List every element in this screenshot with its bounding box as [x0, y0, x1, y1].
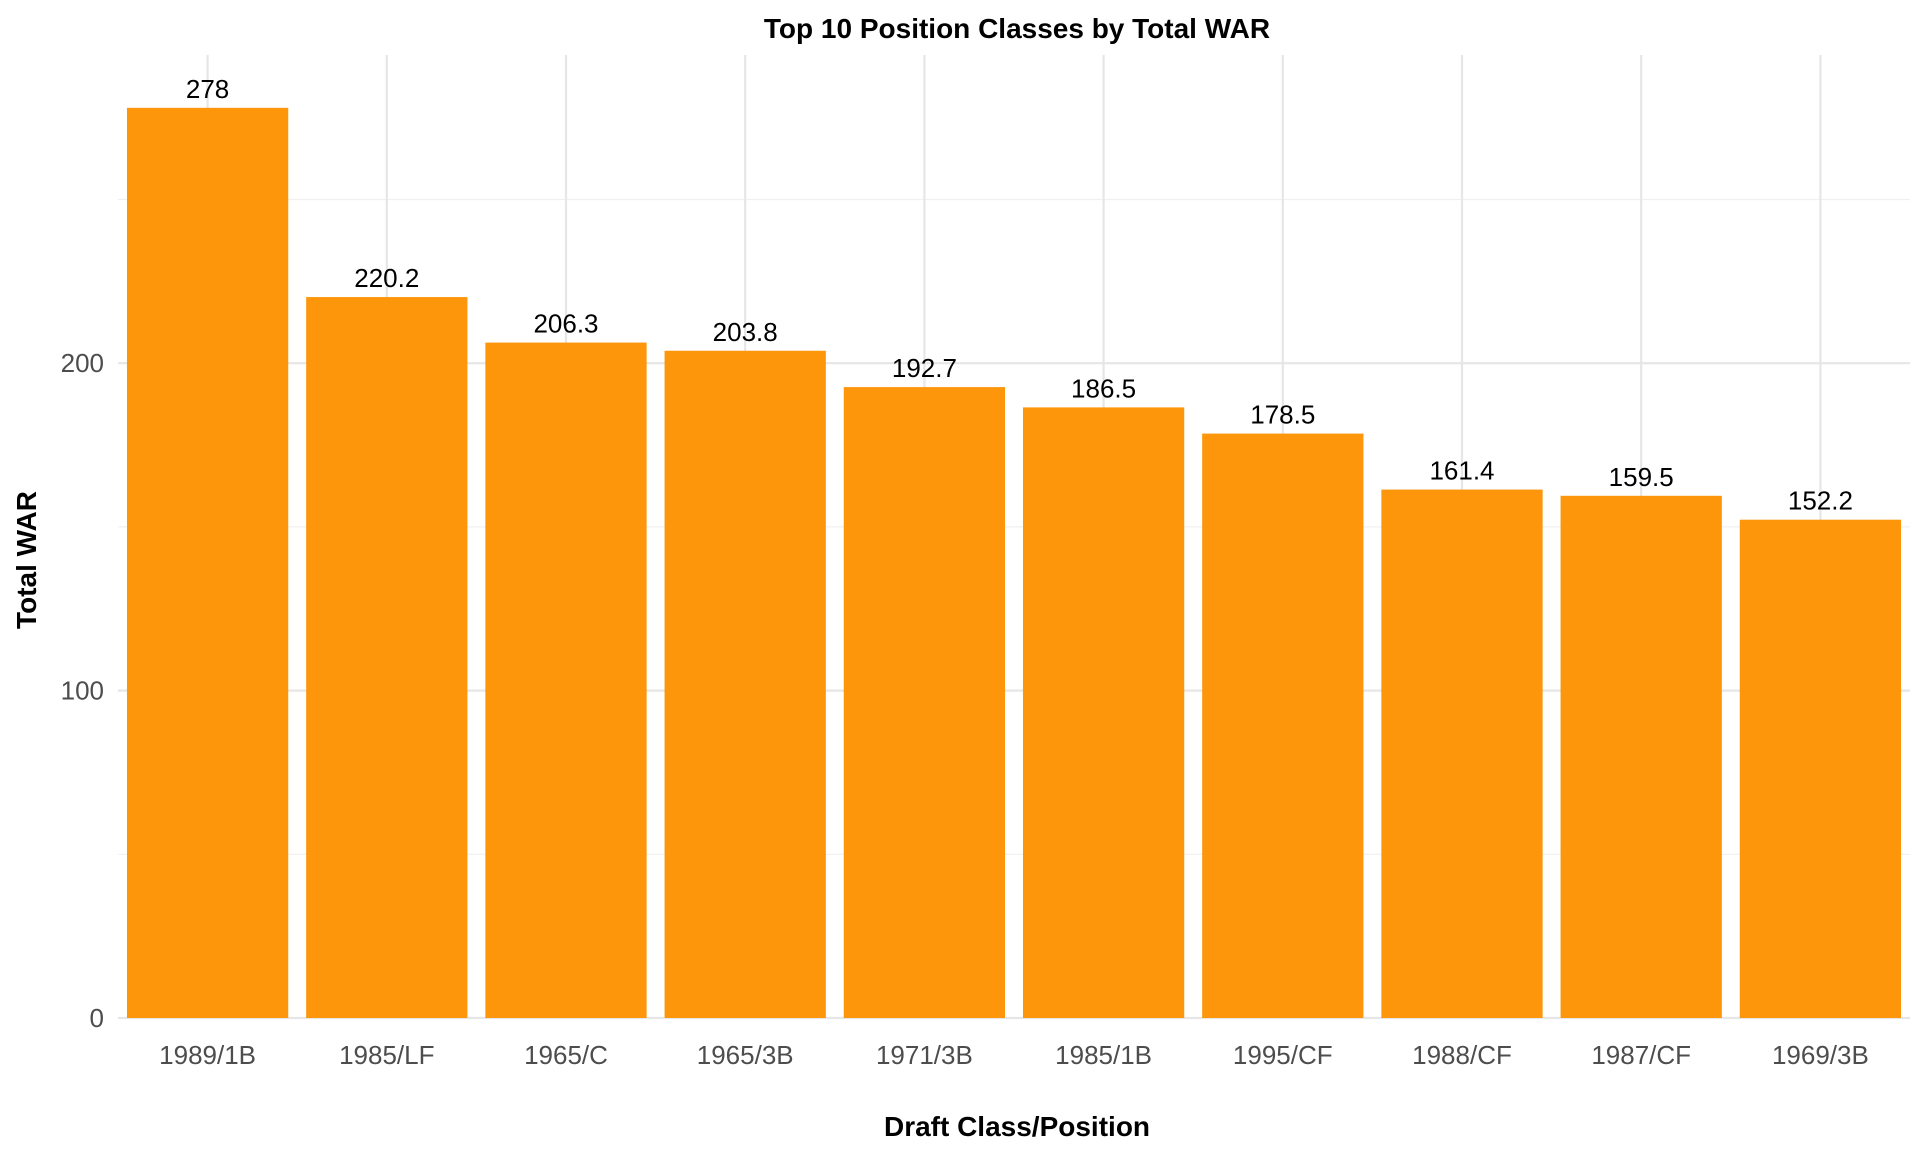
bar [1560, 495, 1722, 1018]
x-tick-label: 1985/1B [1055, 1040, 1152, 1070]
x-tick-label: 1969/3B [1772, 1040, 1869, 1070]
x-tick-label: 1985/LF [339, 1040, 434, 1070]
data-label: 178.5 [1250, 400, 1315, 430]
chart-title: Top 10 Position Classes by Total WAR [764, 13, 1270, 44]
x-tick-label: 1965/C [524, 1040, 608, 1070]
bar [126, 107, 289, 1018]
bar [843, 387, 1006, 1018]
x-tick-label: 1971/3B [876, 1040, 973, 1070]
x-tick-label: 1988/CF [1412, 1040, 1512, 1070]
bar [485, 342, 647, 1018]
y-tick-label: 0 [90, 1003, 104, 1033]
y-axis-ticks: 0 100 200 [61, 348, 104, 1033]
x-tick-label: 1995/CF [1233, 1040, 1333, 1070]
bar [664, 350, 826, 1018]
data-label: 152.2 [1788, 486, 1853, 516]
data-label: 220.2 [354, 263, 419, 293]
y-tick-label: 200 [61, 348, 104, 378]
bar [1202, 433, 1364, 1018]
data-label: 206.3 [533, 309, 598, 339]
x-tick-label: 1965/3B [697, 1040, 794, 1070]
bar [1022, 407, 1185, 1018]
bar [1381, 489, 1543, 1018]
bars [126, 107, 1902, 1018]
bar [1739, 519, 1902, 1018]
bar [306, 297, 468, 1018]
x-axis-title: Draft Class/Position [884, 1111, 1150, 1142]
data-label: 159.5 [1609, 462, 1674, 492]
data-label: 161.4 [1429, 456, 1494, 486]
data-label: 192.7 [892, 353, 957, 383]
data-labels: 278 220.2 206.3 203.8 192.7 186.5 178.5 161.4 15… [186, 74, 1853, 516]
data-label: 203.8 [713, 317, 778, 347]
x-tick-label: 1987/CF [1591, 1040, 1691, 1070]
x-axis-ticks: 1989/1B 1985/LF 1965/C 1965/3B 1971/3B 1985/1… [159, 1040, 1869, 1070]
y-axis-title: Total WAR [11, 491, 42, 629]
data-label: 278 [186, 74, 229, 104]
x-tick-label: 1989/1B [159, 1040, 256, 1070]
y-tick-label: 100 [61, 676, 104, 706]
data-label: 186.5 [1071, 373, 1136, 403]
